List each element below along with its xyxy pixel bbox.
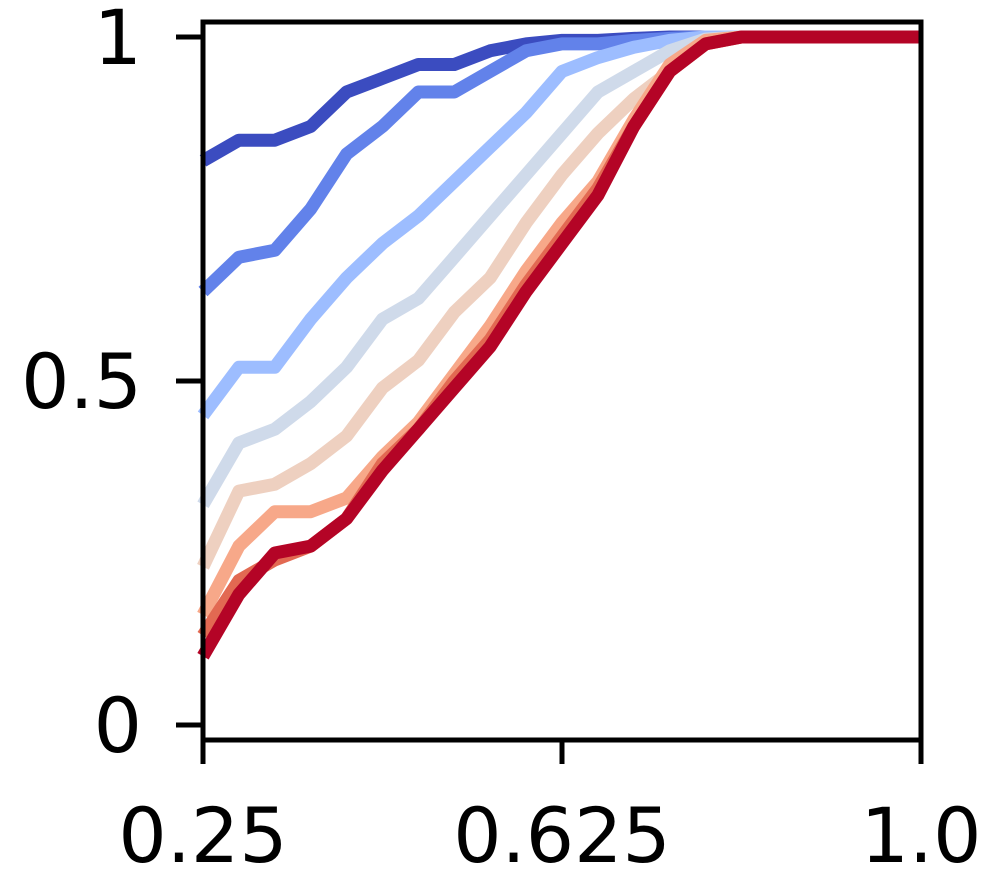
x-axis: 0.25 0.625 1.0: [118, 740, 981, 880]
series-line-8: [197, 30, 921, 660]
series-line-4: [197, 30, 921, 509]
y-axis: 00.51: [21, 0, 203, 770]
y-tick-label: 0.5: [21, 337, 142, 426]
x-tick-label: 0.25: [118, 791, 287, 880]
y-tick-label: 1: [94, 0, 142, 82]
x-tick-label: 1.0: [861, 791, 982, 880]
series-line-5: [197, 30, 921, 570]
series-lines: [197, 30, 921, 660]
y-tick-label: 0: [94, 681, 142, 770]
x-tick-label: 0.625: [453, 791, 671, 880]
